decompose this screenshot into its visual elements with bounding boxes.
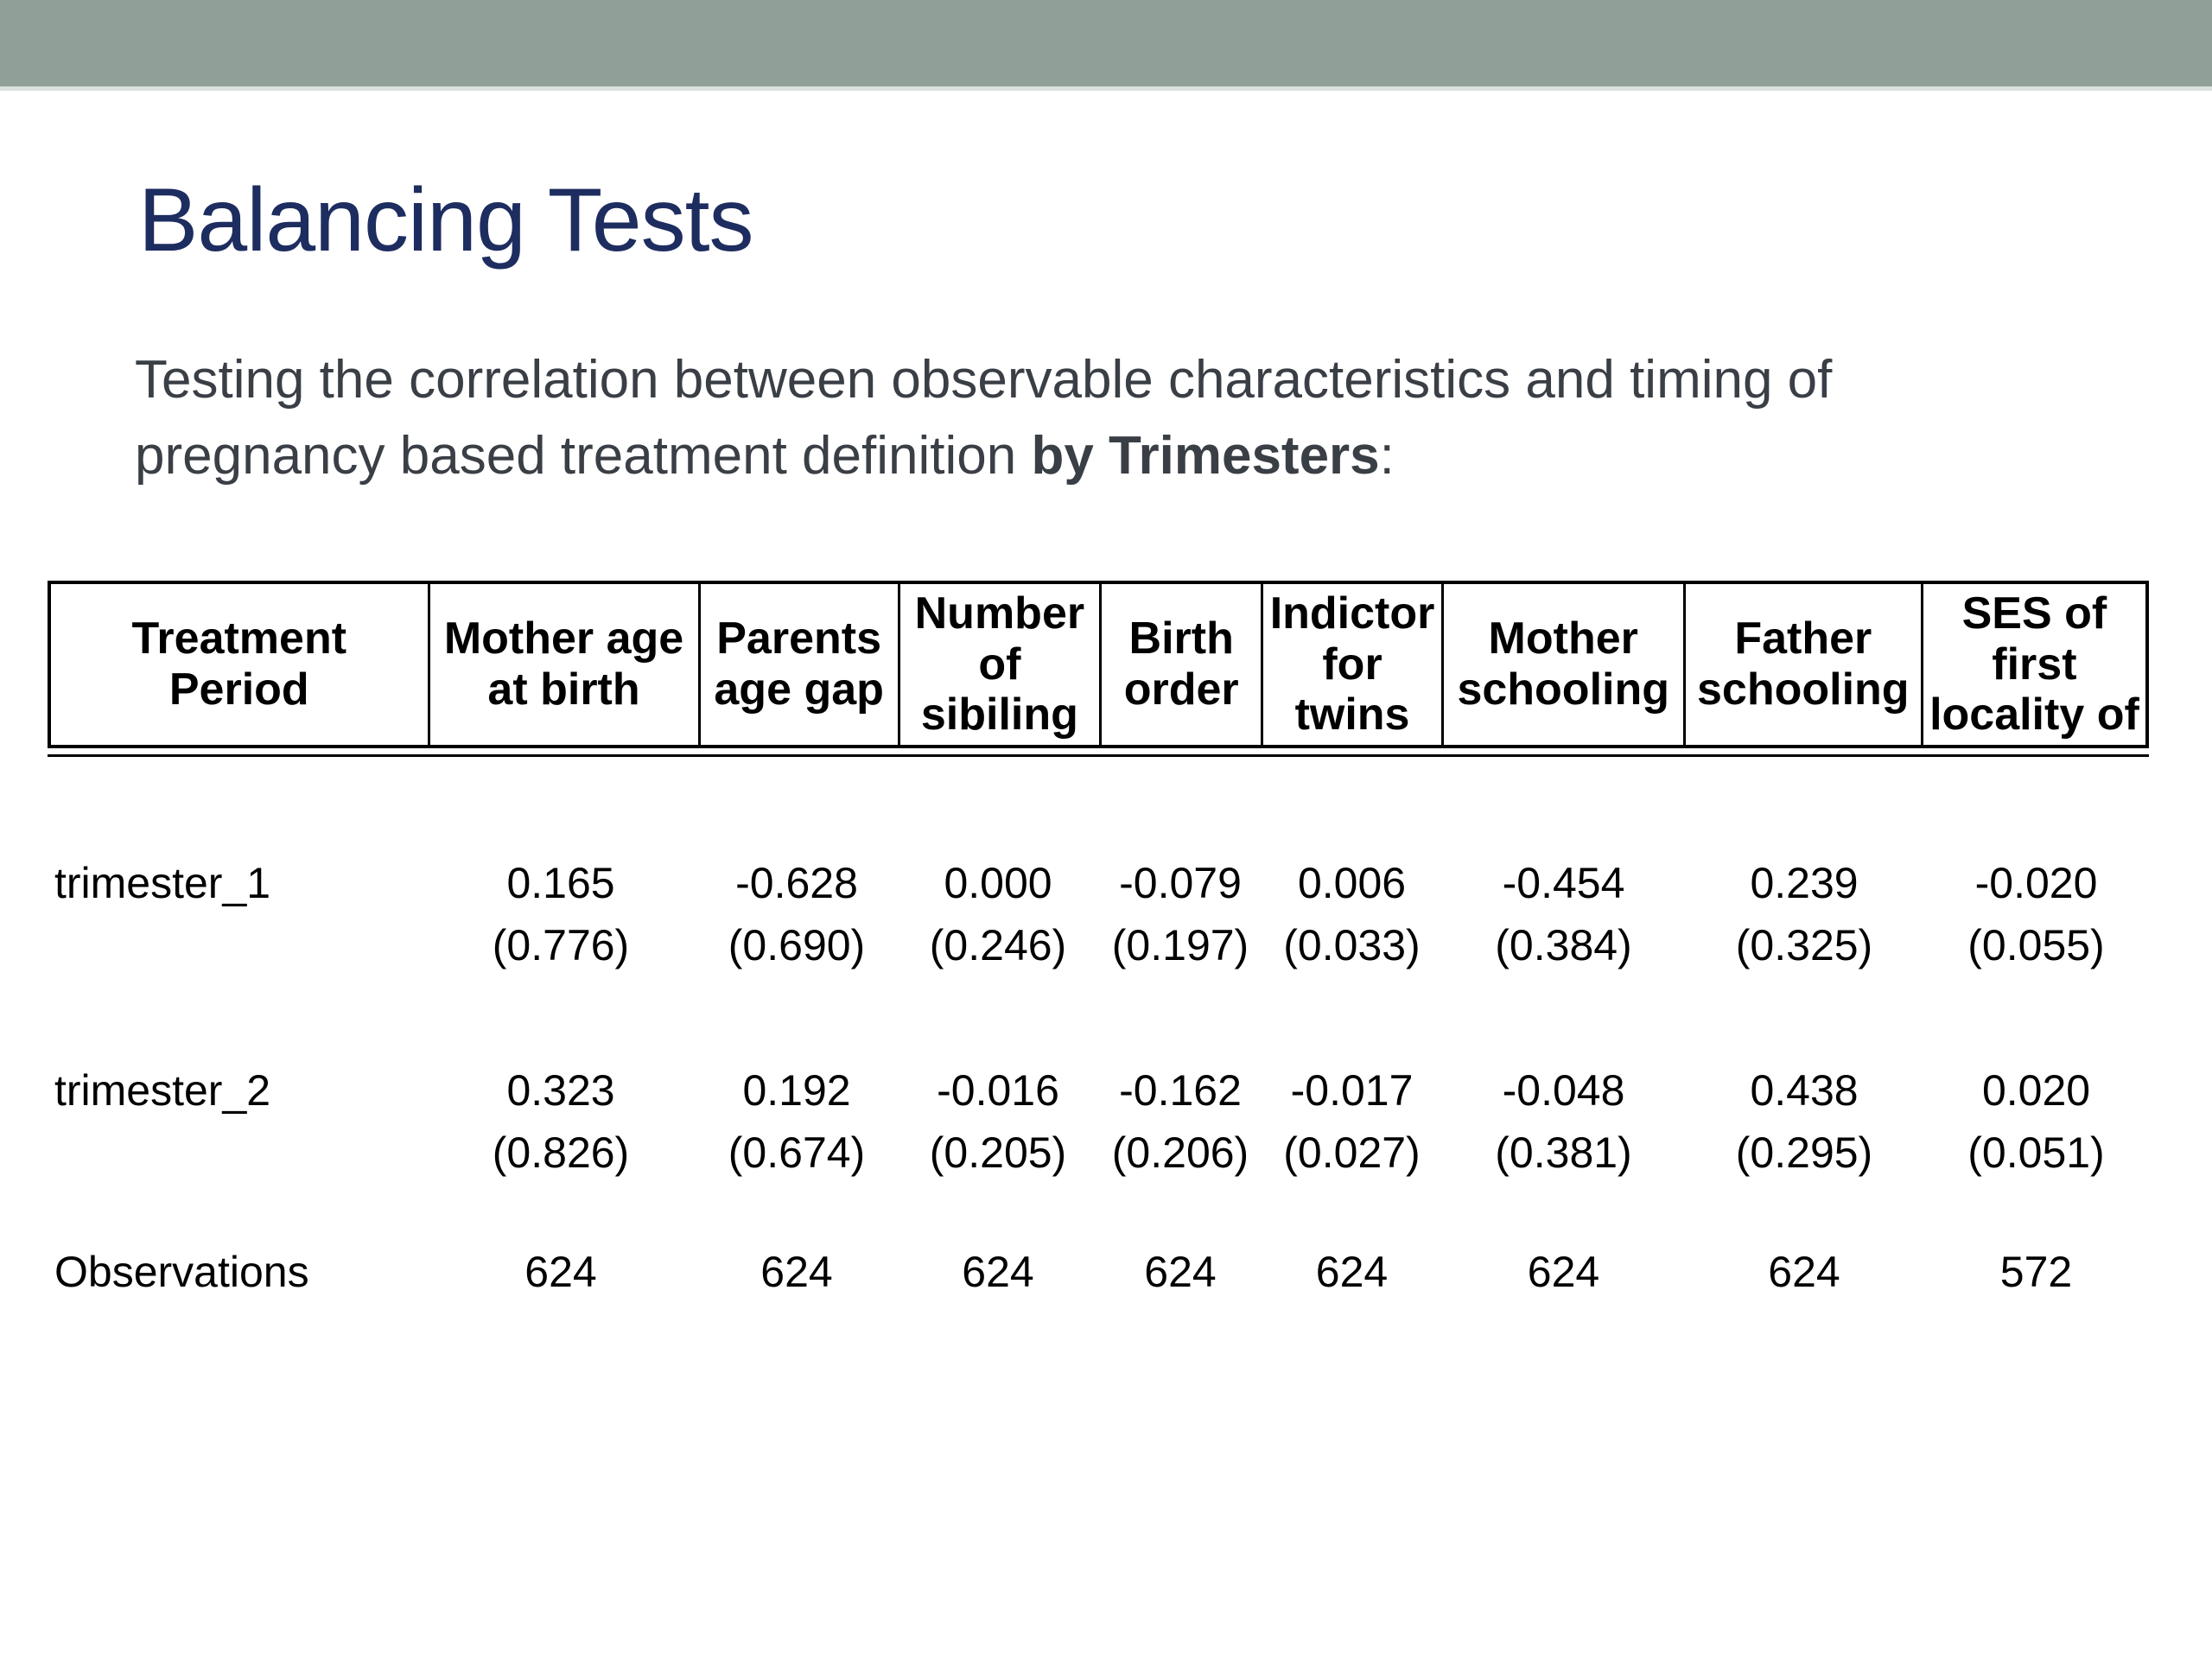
row-label: trimester_2 (54, 1066, 271, 1115)
table-cell: -0.020 (0.055) (1923, 852, 2149, 976)
header-cell-ses-first-locality: SES of first locality of (1920, 584, 2145, 745)
std-error: (0.027) (1283, 1128, 1421, 1177)
std-error: (0.295) (1735, 1128, 1873, 1177)
header-cell-number-of-sibling: Number of sibiling (897, 584, 1099, 745)
obs-value: 572 (1999, 1248, 2073, 1296)
coef-value: 0.165 (506, 859, 615, 907)
table-cell: -0.048 (0.381) (1442, 1059, 1685, 1184)
std-error: (0.674) (728, 1128, 866, 1177)
slide-subtitle: Testing the correlation between observab… (135, 342, 2148, 494)
subtitle-line2-bold: by Trimesters (1031, 426, 1380, 486)
header-cell-parents-age-gap: Parents age gap (697, 584, 898, 745)
obs-value: 624 (760, 1248, 833, 1296)
page-title: Balancing Tests (138, 170, 754, 270)
header-cell-mother-schooling: Mother schooling (1440, 584, 1683, 745)
table-row-trimester-1: trimester_1 0.165 (0.776) -0.628 (0.690)… (48, 852, 2149, 976)
coef-value: 0.006 (1297, 859, 1407, 907)
coef-value: 0.192 (742, 1066, 851, 1115)
table-cell: -0.016 (0.205) (897, 1059, 1099, 1184)
header-cell-father-schooling: Father schooling (1682, 584, 1921, 745)
std-error: (0.381) (1495, 1128, 1632, 1177)
obs-value: 624 (962, 1248, 1034, 1296)
coef-value: -0.162 (1119, 1066, 1242, 1115)
std-error: (0.690) (728, 921, 866, 969)
coef-value: -0.048 (1502, 1066, 1625, 1115)
header-cell-mother-age-at-birth: Mother age at birth (427, 584, 698, 745)
table-cell: 0.165 (0.776) (425, 852, 696, 976)
coef-value: 0.323 (506, 1066, 615, 1115)
header-cell-birth-order: Birth order (1098, 584, 1261, 745)
balancing-table: Treatment Period Mother age at birth Par… (48, 581, 2149, 1303)
obs-value: 624 (1144, 1248, 1217, 1296)
table-cell: 0.323 (0.826) (425, 1059, 696, 1184)
table-header-row: Treatment Period Mother age at birth Par… (48, 581, 2149, 748)
coef-value: -0.628 (735, 859, 858, 907)
std-error: (0.197) (1111, 921, 1249, 969)
std-error: (0.055) (1967, 921, 2105, 969)
table-cell: 0.438 (0.295) (1685, 1059, 1923, 1184)
subtitle-line2-prefix: pregnancy based treatment definition (135, 426, 1032, 486)
coef-value: -0.079 (1119, 859, 1242, 907)
obs-value: 624 (1768, 1248, 1840, 1296)
table-cell: -0.017 (0.027) (1262, 1059, 1442, 1184)
header-cell-treatment-period: Treatment Period (131, 613, 347, 715)
table-cell: 0.000 (0.246) (897, 852, 1099, 976)
coef-value: 0.239 (1750, 859, 1859, 907)
obs-value: 624 (1315, 1248, 1389, 1296)
top-accent-bar (0, 0, 2212, 91)
header-double-rule (48, 754, 2149, 757)
subtitle-line1: Testing the correlation between observab… (135, 350, 1833, 410)
obs-value: 624 (524, 1248, 597, 1296)
coef-value: 0.438 (1750, 1066, 1859, 1115)
table-cell: 0.239 (0.325) (1685, 852, 1923, 976)
coef-value: -0.020 (1974, 859, 2098, 907)
std-error: (0.205) (929, 1128, 1067, 1177)
std-error: (0.384) (1495, 921, 1632, 969)
std-error: (0.325) (1735, 921, 1873, 969)
std-error: (0.826) (492, 1128, 630, 1177)
std-error: (0.246) (929, 921, 1067, 969)
table-row-trimester-2: trimester_2 0.323 (0.826) 0.192 (0.674) … (48, 1059, 2149, 1184)
std-error: (0.033) (1283, 921, 1421, 969)
table-cell: -0.628 (0.690) (696, 852, 897, 976)
table-cell: 0.020 (0.051) (1923, 1059, 2149, 1184)
table-cell: -0.454 (0.384) (1442, 852, 1685, 976)
table-cell: 0.006 (0.033) (1262, 852, 1442, 976)
coef-value: 0.020 (1981, 1066, 2091, 1115)
table-cell: 0.192 (0.674) (696, 1059, 897, 1184)
coef-value: -0.454 (1502, 859, 1625, 907)
header-cell-indicator-for-twins: Indictor for twins (1261, 584, 1440, 745)
row-label: Observations (54, 1248, 309, 1296)
table-row-observations: Observations 624 624 624 624 624 624 624… (48, 1241, 2149, 1303)
table-cell: -0.079 (0.197) (1099, 852, 1262, 976)
coef-value: -0.016 (937, 1066, 1059, 1115)
subtitle-line2-suffix: : (1379, 426, 1395, 486)
table-cell: -0.162 (0.206) (1099, 1059, 1262, 1184)
coef-value: -0.017 (1290, 1066, 1414, 1115)
coef-value: 0.000 (944, 859, 1052, 907)
std-error: (0.206) (1111, 1128, 1249, 1177)
obs-value: 624 (1527, 1248, 1600, 1296)
std-error: (0.776) (492, 921, 630, 969)
row-label: trimester_1 (54, 859, 271, 907)
std-error: (0.051) (1967, 1128, 2105, 1177)
